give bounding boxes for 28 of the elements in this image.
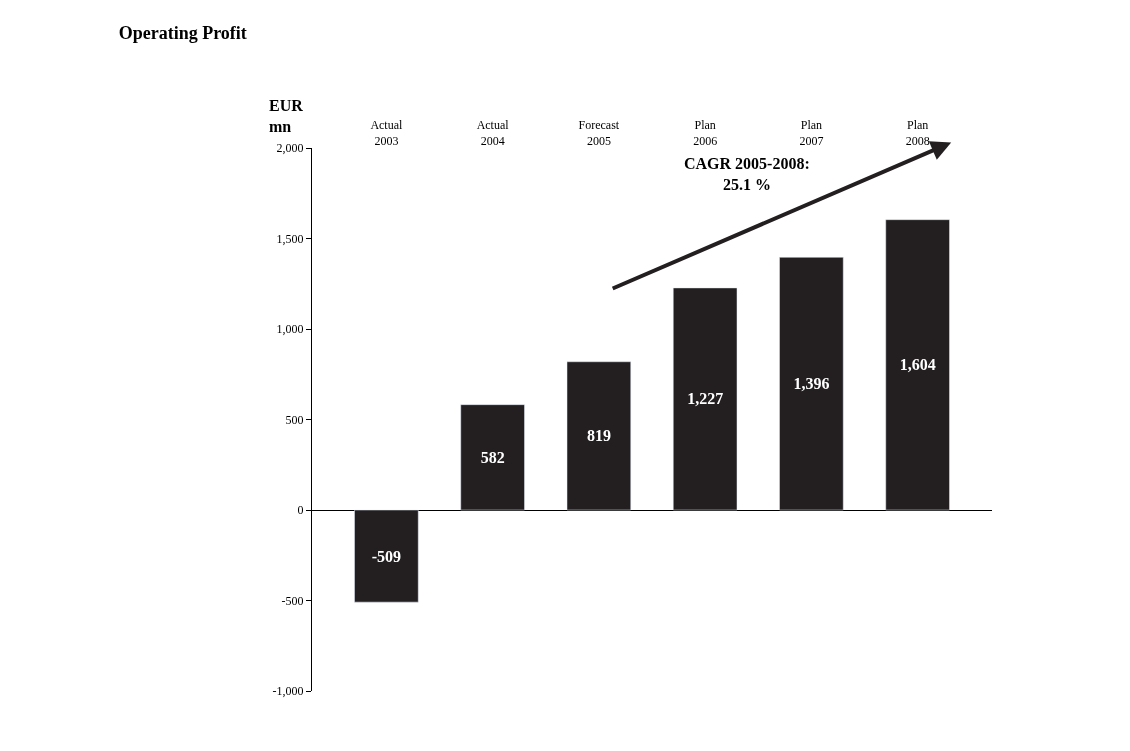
y-tick-label: -500 xyxy=(281,593,304,608)
y-tick-label: 2,000 xyxy=(276,141,304,156)
bar xyxy=(885,219,950,511)
x-tick-label: Forecast 2005 xyxy=(578,118,620,148)
bar xyxy=(460,404,525,511)
x-tick-label: Actual 2004 xyxy=(476,118,510,148)
bar xyxy=(566,361,631,511)
y-tick-label: -1,000 xyxy=(272,684,304,699)
x-tick-label: Actual 2003 xyxy=(370,118,404,148)
y-tick-label: 1,000 xyxy=(276,322,304,337)
y-tick-label: 500 xyxy=(285,412,304,427)
annotation: CAGR 2005-2008: 25.1 % xyxy=(684,155,810,193)
x-tick-label: Plan 2008 xyxy=(905,118,930,148)
data-label: 1,604 xyxy=(899,356,936,374)
x-tick-label: Plan 2007 xyxy=(799,118,824,148)
bar xyxy=(779,257,844,511)
x-tick-label: Plan 2006 xyxy=(693,118,718,148)
y-tick-label: 1,500 xyxy=(276,231,304,246)
chart-title: Operating Profit xyxy=(118,22,247,43)
bar xyxy=(354,509,419,603)
data-label: 1,227 xyxy=(687,390,724,408)
data-label: 819 xyxy=(586,427,611,445)
y-axis-title: EUR mn xyxy=(269,97,304,135)
data-label: -509 xyxy=(371,547,402,565)
data-label: 582 xyxy=(480,448,505,466)
bar xyxy=(673,287,738,511)
data-label: 1,396 xyxy=(793,375,830,393)
y-tick-label: 0 xyxy=(297,503,304,518)
